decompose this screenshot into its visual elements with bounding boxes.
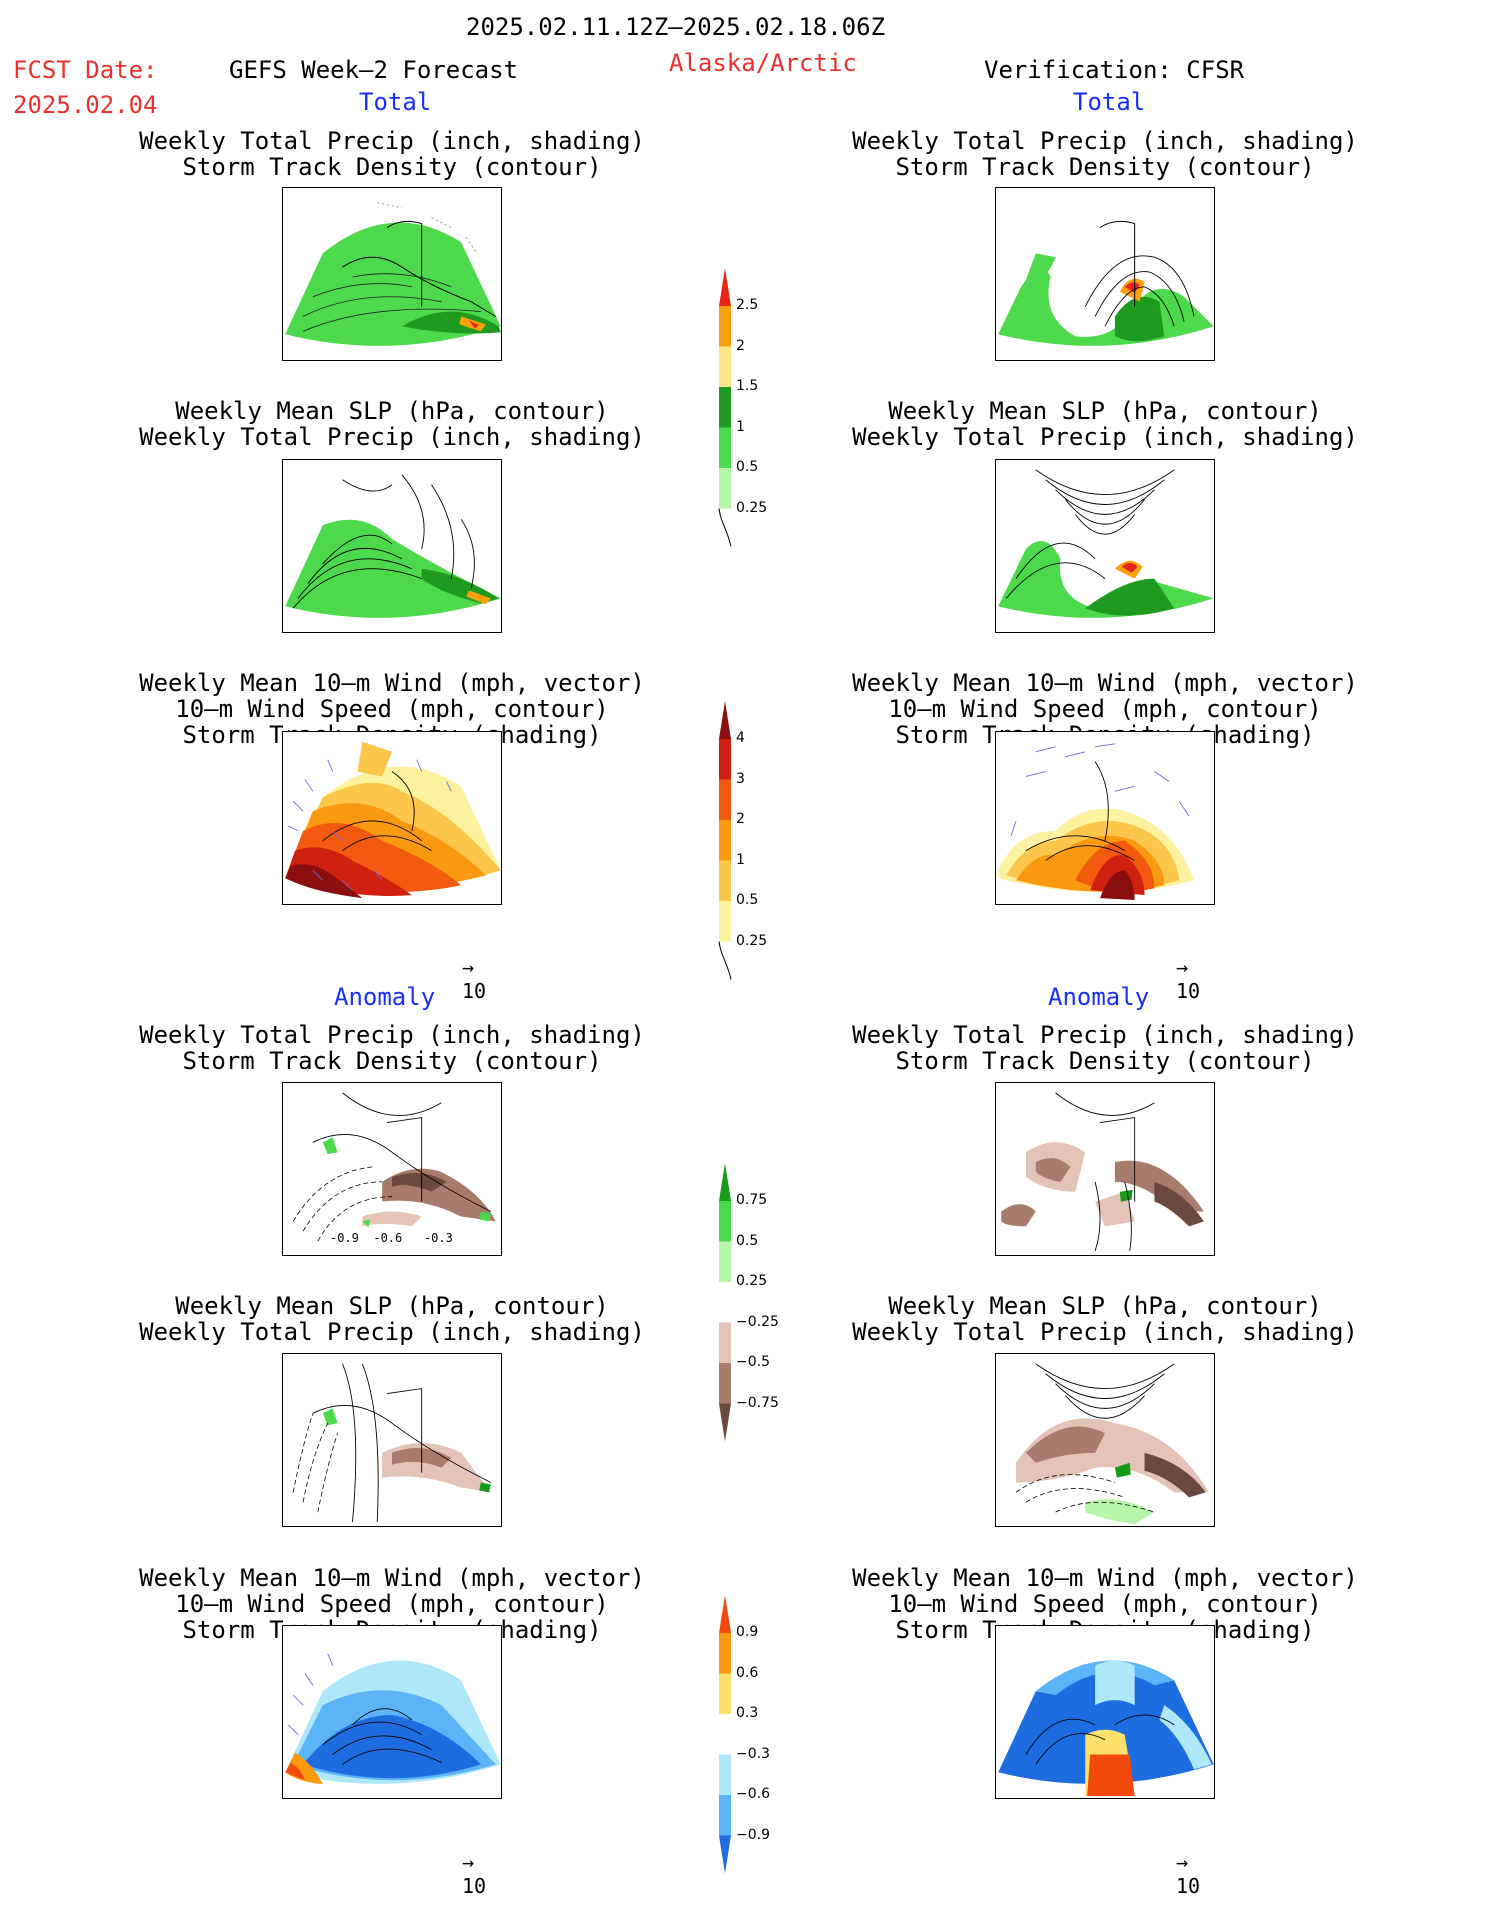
- colorbar-label: 1: [736, 851, 745, 868]
- colorbar-box: [719, 739, 731, 780]
- colorbar-label: −0.75: [736, 1394, 779, 1411]
- title-l2: Weekly Mean SLP (hPa, contour) Weekly To…: [139, 397, 645, 451]
- colorbar-box: [719, 1673, 731, 1714]
- colorbar-box: [719, 468, 731, 509]
- colorbar-bottom-end: [718, 508, 732, 547]
- map-slp-anom-cfsr: [995, 1353, 1215, 1527]
- colorbar-bottom-end: [718, 941, 732, 980]
- colorbar-top-triangle: [719, 1163, 731, 1201]
- colorbar-box: [719, 1282, 731, 1323]
- colorbar-label: 1.5: [736, 378, 759, 394]
- colorbar-box: [719, 346, 731, 387]
- title-r1: Weekly Total Precip (inch, shading) Stor…: [852, 127, 1358, 181]
- vector-ref-r6-right: → 10: [1176, 1850, 1201, 1898]
- map-precip-anom-gefs: [282, 1082, 502, 1256]
- colorbar-box: [719, 901, 731, 942]
- colorbar-label: 0.5: [736, 459, 759, 475]
- colorbar-label: 4: [736, 730, 745, 746]
- colorbar-label: −0.25: [736, 1313, 779, 1330]
- colorbar-graphic: [719, 1595, 731, 1874]
- vector-ref-r6-left: → 10: [462, 1850, 487, 1898]
- colorbar-bottom-end: [719, 1403, 731, 1442]
- colorbar-track-anom: 0.9 0.6 0.3 −0.3 −0.6 −0.9: [719, 1595, 770, 1918]
- map-wind-anom-gefs: [282, 1625, 502, 1799]
- colorbar-label: 0.5: [736, 1232, 759, 1249]
- map-precip-anom-cfsr: [995, 1082, 1215, 1256]
- colorbar-box: [719, 1322, 731, 1363]
- map-slp-anom-gefs: [282, 1353, 502, 1527]
- colorbar-graphic: [719, 1163, 731, 1442]
- colorbar-track-total: 4 3 2 1 0.5 0.25: [718, 701, 767, 984]
- section-anomaly-right: Anomaly: [1048, 983, 1150, 1011]
- colorbar-label: −0.6: [736, 1786, 770, 1802]
- colorbar-label: 0.3: [736, 1705, 759, 1721]
- colorbar-box: [719, 820, 731, 861]
- colorbar-label: 3: [736, 770, 745, 787]
- colorbar-top-triangle: [719, 701, 731, 739]
- colorbar-label: 0.25: [736, 932, 768, 949]
- section-total-right: Total: [1073, 88, 1146, 116]
- colorbar-label: 0.5: [736, 892, 759, 908]
- map-wind-total-gefs: [282, 731, 502, 905]
- colorbar-box: [719, 1241, 731, 1282]
- colorbar-box: [719, 306, 731, 347]
- vector-ref-r3-right: → 10: [1176, 955, 1201, 1003]
- fcst-date-label: FCST Date:: [13, 56, 158, 84]
- colorbar-graphic: [718, 268, 732, 547]
- verification-label: Verification: CFSR: [984, 56, 1245, 84]
- colorbar-box: [719, 427, 731, 468]
- region-label: Alaska/Arctic: [669, 49, 857, 77]
- colorbar-graphic: [718, 701, 732, 980]
- colorbar-label: 1: [736, 418, 745, 435]
- colorbar-label: 2.5: [736, 297, 759, 313]
- map-slp-total-gefs: [282, 459, 502, 633]
- valid-period: 2025.02.11.12Z–2025.02.18.06Z: [466, 13, 886, 41]
- title-r5: Weekly Mean SLP (hPa, contour) Weekly To…: [852, 1292, 1358, 1346]
- section-anomaly-left: Anomaly: [334, 983, 436, 1011]
- colorbar-box: [719, 1714, 731, 1755]
- map-precip-total-gefs: [282, 187, 502, 361]
- title-l4: Weekly Total Precip (inch, shading) Stor…: [139, 1021, 645, 1075]
- contour-label-row4: -0.9 -0.6 -0.3: [330, 1231, 453, 1245]
- colorbar-top-triangle: [719, 1595, 731, 1633]
- colorbar-box: [719, 1795, 731, 1836]
- section-total-left: Total: [359, 88, 432, 116]
- vector-ref-r3-left: → 10: [462, 955, 487, 1003]
- colorbar-precip-anom: 0.75 0.5 0.25 −0.25 −0.5 −0.75: [719, 1163, 779, 1486]
- colorbar-box: [719, 387, 731, 428]
- colorbar-label: −0.3: [736, 1745, 770, 1762]
- map-precip-total-cfsr: [995, 187, 1215, 361]
- map-slp-total-cfsr: [995, 459, 1215, 633]
- colorbar-precip-total: 2.5 2 1.5 1 0.5 0.25: [718, 268, 767, 551]
- colorbar-label: 0.25: [736, 499, 768, 516]
- colorbar-label: 2: [736, 811, 745, 827]
- fcst-date: 2025.02.04: [13, 91, 158, 119]
- colorbar-box: [719, 1363, 731, 1404]
- map-wind-total-cfsr: [995, 731, 1215, 905]
- forecast-title: GEFS Week–2 Forecast: [229, 56, 518, 84]
- colorbar-label: 2: [736, 337, 745, 354]
- colorbar-bottom-end: [719, 1835, 731, 1874]
- colorbar-box: [719, 860, 731, 901]
- colorbar-box: [719, 1201, 731, 1242]
- title-r4: Weekly Total Precip (inch, shading) Stor…: [852, 1021, 1358, 1075]
- map-wind-anom-cfsr: [995, 1625, 1215, 1799]
- colorbar-label: 0.9: [736, 1624, 759, 1640]
- colorbar-box: [719, 779, 731, 820]
- colorbar-label: 0.25: [736, 1273, 768, 1289]
- colorbar-label: 0.6: [736, 1664, 759, 1681]
- colorbar-label: 0.75: [736, 1192, 768, 1208]
- title-r2: Weekly Mean SLP (hPa, contour) Weekly To…: [852, 397, 1358, 451]
- title-l5: Weekly Mean SLP (hPa, contour) Weekly To…: [139, 1292, 645, 1346]
- colorbar-label: −0.9: [736, 1826, 770, 1843]
- colorbar-top-triangle: [719, 268, 731, 306]
- colorbar-box: [719, 1754, 731, 1795]
- title-l1: Weekly Total Precip (inch, shading) Stor…: [139, 127, 645, 181]
- colorbar-box: [719, 1633, 731, 1674]
- colorbar-label: −0.5: [736, 1354, 770, 1370]
